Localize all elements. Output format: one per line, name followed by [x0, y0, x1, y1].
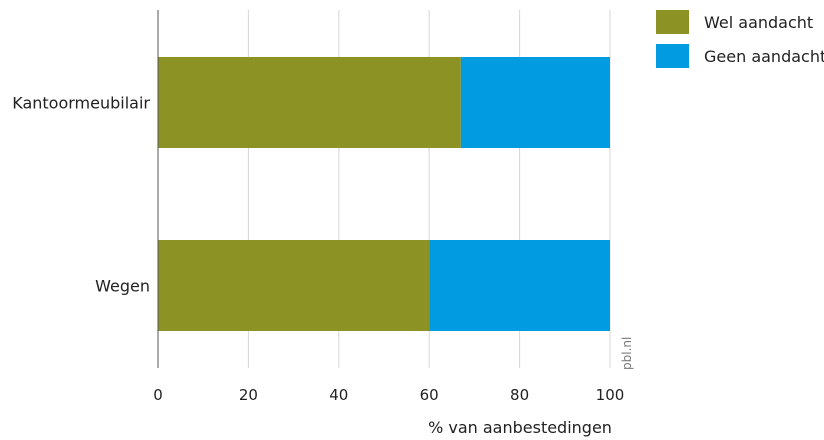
x-tick-label: 100 — [596, 386, 625, 404]
category-labels: Kantoormeubilair Wegen — [12, 94, 150, 296]
x-tick-label: 20 — [239, 386, 258, 404]
legend-swatch — [656, 44, 689, 68]
legend-label: Geen aandacht — [704, 47, 824, 66]
x-tick-label: 0 — [153, 386, 163, 404]
legend-label: Wel aandacht — [704, 13, 813, 32]
bar-wel-aandacht-0 — [158, 57, 461, 148]
category-label: Wegen — [95, 277, 150, 296]
legend: Wel aandacht Geen aandacht — [656, 10, 824, 68]
bars — [158, 57, 610, 331]
x-tick-label: 80 — [510, 386, 529, 404]
x-tick-label: 60 — [420, 386, 439, 404]
x-axis-title: % van aanbestedingen — [428, 418, 612, 437]
bar-geen-aandacht-0 — [460, 57, 610, 148]
category-label: Kantoormeubilair — [12, 94, 150, 113]
bar-wel-aandacht-1 — [158, 240, 430, 331]
source-credit: pbl.nl — [620, 337, 634, 370]
x-tick-labels: 0 20 40 60 80 100 — [153, 386, 624, 404]
legend-swatch — [656, 10, 689, 34]
x-tick-label: 40 — [329, 386, 348, 404]
bar-geen-aandacht-1 — [429, 240, 610, 331]
